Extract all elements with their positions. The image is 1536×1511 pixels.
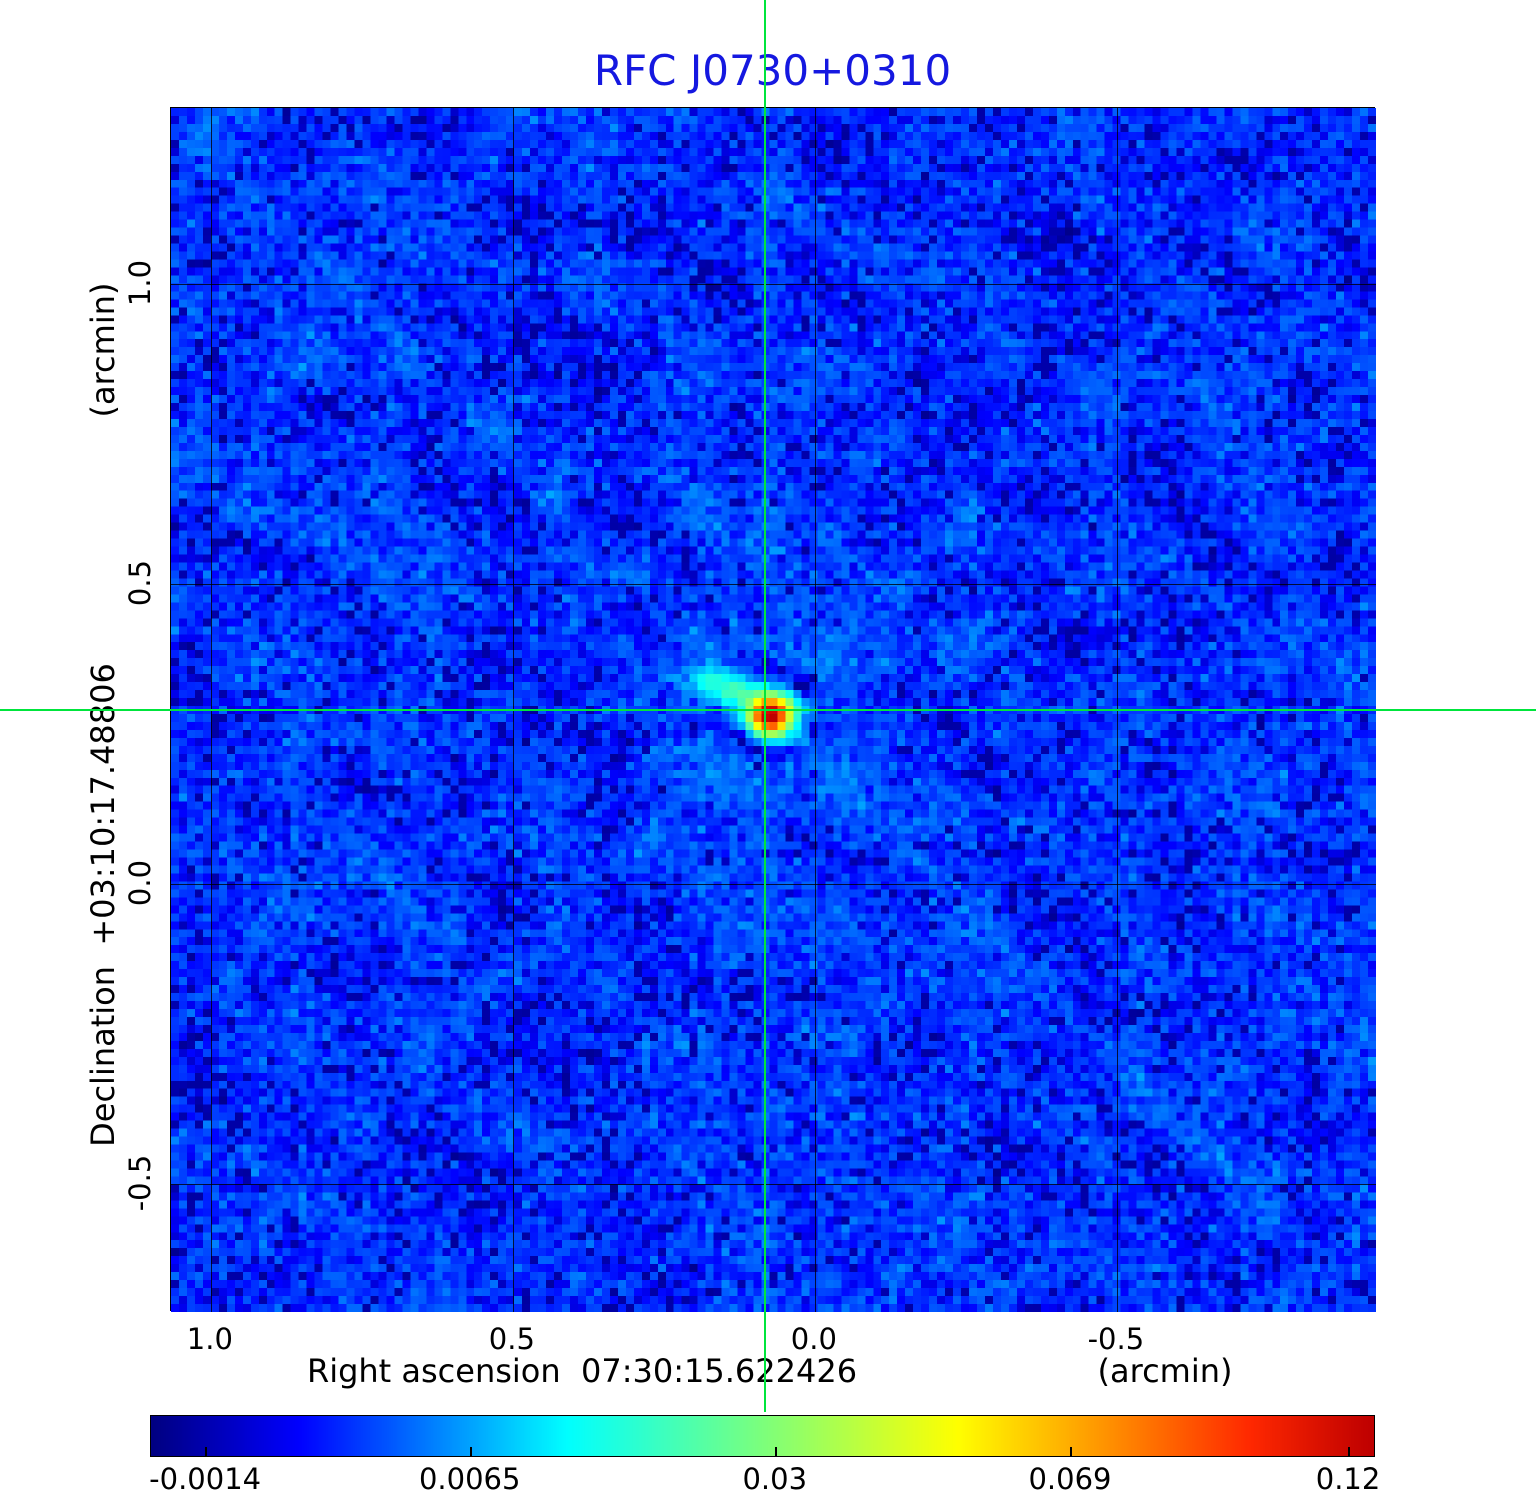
colorbar-tick-label: -0.0014	[149, 1462, 262, 1496]
colorbar	[150, 1415, 1375, 1457]
x-tick-label: 0.5	[488, 1322, 535, 1356]
colorbar-gradient	[151, 1416, 1374, 1456]
colorbar-tick	[1069, 1447, 1072, 1456]
figure-title: RFC J0730+0310	[593, 46, 952, 95]
y-tick-label: -0.5	[123, 1154, 157, 1212]
colorbar-tick	[205, 1447, 208, 1456]
x-axis-unit-label: (arcmin)	[1097, 1352, 1233, 1390]
y-tick-label: 0.5	[123, 559, 157, 607]
x-tick-label: -0.5	[1087, 1322, 1145, 1356]
x-tick-label: 1.0	[186, 1322, 233, 1356]
colorbar-tick	[1348, 1447, 1351, 1456]
y-axis-unit-label: (arcmin)	[84, 282, 122, 418]
y-tick-label: 1.0	[123, 259, 157, 306]
x-tick-label: 0.0	[790, 1322, 837, 1356]
colorbar-tick	[469, 1447, 472, 1456]
colorbar-tick-label: 0.069	[1028, 1462, 1112, 1496]
colorbar-tick-label: 0.03	[742, 1462, 808, 1496]
colorbar-tick-label: 0.0065	[418, 1462, 521, 1496]
y-axis-label: Declination +03:10:17.48806	[84, 663, 122, 1147]
y-tick-label: 0.0	[123, 859, 157, 907]
crosshair-horizontal-line	[0, 709, 1536, 712]
colorbar-tick	[774, 1447, 777, 1456]
crosshair-vertical-line	[763, 0, 766, 1412]
colorbar-tick-label: 0.12	[1315, 1462, 1381, 1496]
x-axis-label: Right ascension 07:30:15.622426	[306, 1352, 858, 1390]
